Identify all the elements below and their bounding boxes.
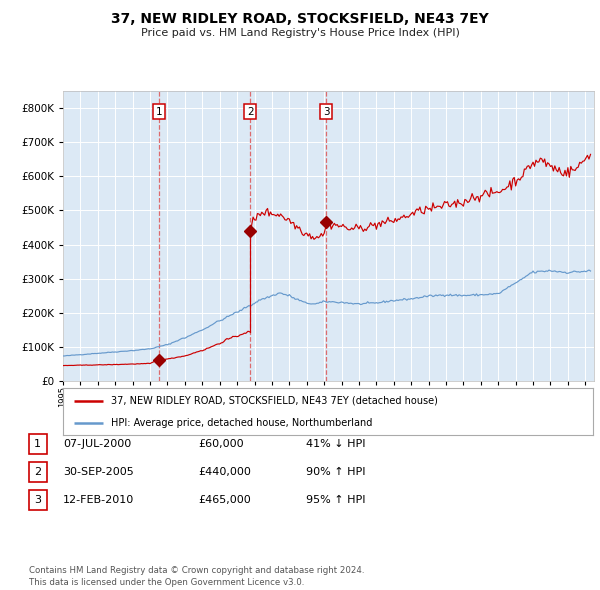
Text: 3: 3 xyxy=(323,107,329,117)
Text: Contains HM Land Registry data © Crown copyright and database right 2024.
This d: Contains HM Land Registry data © Crown c… xyxy=(29,566,364,587)
Text: Price paid vs. HM Land Registry's House Price Index (HPI): Price paid vs. HM Land Registry's House … xyxy=(140,28,460,38)
Text: £440,000: £440,000 xyxy=(198,467,251,477)
Text: 90% ↑ HPI: 90% ↑ HPI xyxy=(306,467,365,477)
Text: HPI: Average price, detached house, Northumberland: HPI: Average price, detached house, Nort… xyxy=(110,418,372,428)
Text: 30-SEP-2005: 30-SEP-2005 xyxy=(63,467,134,477)
Text: 2: 2 xyxy=(247,107,253,117)
Text: 2: 2 xyxy=(34,467,41,477)
Text: 95% ↑ HPI: 95% ↑ HPI xyxy=(306,496,365,505)
Text: £60,000: £60,000 xyxy=(198,439,244,448)
Text: 07-JUL-2000: 07-JUL-2000 xyxy=(63,439,131,448)
Text: 37, NEW RIDLEY ROAD, STOCKSFIELD, NE43 7EY (detached house): 37, NEW RIDLEY ROAD, STOCKSFIELD, NE43 7… xyxy=(110,396,437,406)
Text: 3: 3 xyxy=(34,496,41,505)
Text: 12-FEB-2010: 12-FEB-2010 xyxy=(63,496,134,505)
Text: 1: 1 xyxy=(156,107,163,117)
Text: 37, NEW RIDLEY ROAD, STOCKSFIELD, NE43 7EY: 37, NEW RIDLEY ROAD, STOCKSFIELD, NE43 7… xyxy=(111,12,489,26)
Text: 41% ↓ HPI: 41% ↓ HPI xyxy=(306,439,365,448)
Text: 1: 1 xyxy=(34,439,41,448)
Text: £465,000: £465,000 xyxy=(198,496,251,505)
